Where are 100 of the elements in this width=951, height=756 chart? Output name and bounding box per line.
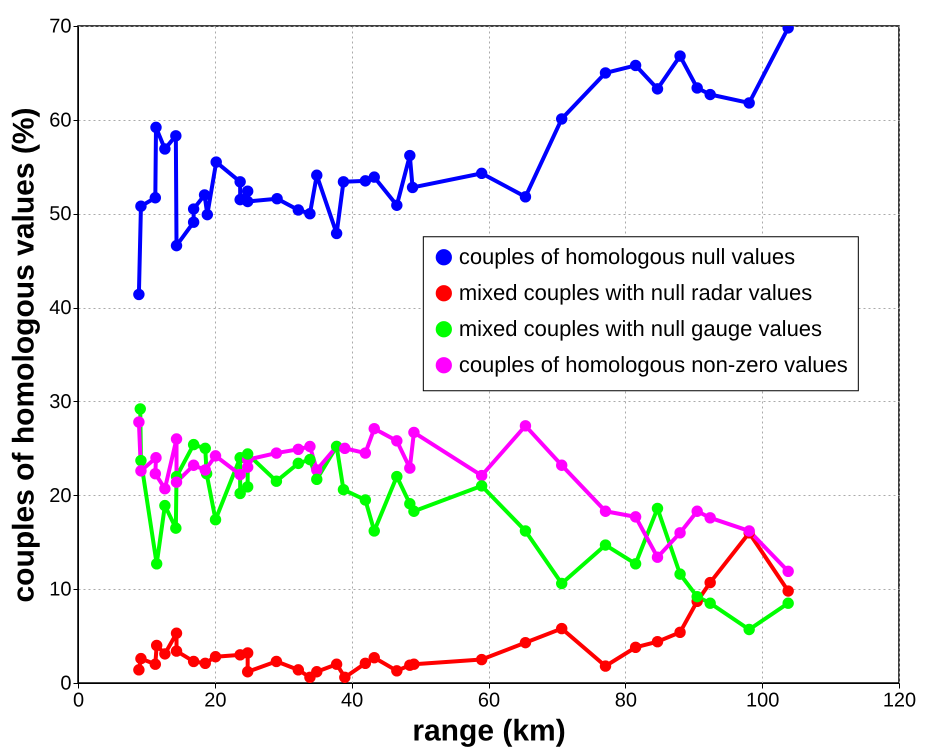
- point: [674, 527, 686, 539]
- point: [292, 444, 304, 455]
- point: [200, 442, 211, 454]
- point: [556, 460, 568, 471]
- point: [133, 288, 145, 300]
- point: [743, 624, 755, 636]
- point: [476, 168, 488, 180]
- point: [304, 208, 316, 220]
- x-tick-label: 100: [746, 690, 780, 712]
- y-axis-title: couples of homologous values (%): [7, 107, 40, 603]
- point: [188, 203, 200, 215]
- point: [704, 512, 716, 524]
- x-tick-label: 20: [204, 690, 226, 712]
- point: [704, 598, 716, 609]
- point: [338, 176, 350, 188]
- point: [210, 651, 222, 662]
- point: [368, 422, 380, 434]
- point: [339, 442, 351, 454]
- point: [520, 191, 532, 203]
- x-axis-title: range (km): [412, 714, 566, 748]
- point: [368, 652, 380, 664]
- point: [556, 578, 568, 590]
- point: [476, 470, 488, 482]
- point: [630, 558, 642, 570]
- point: [292, 458, 304, 470]
- point: [234, 468, 246, 480]
- point: [520, 420, 532, 432]
- point: [188, 438, 200, 450]
- point: [210, 514, 222, 526]
- point: [150, 122, 162, 134]
- point: [600, 506, 612, 517]
- point: [270, 447, 282, 459]
- point: [150, 558, 162, 570]
- point: [234, 488, 246, 500]
- point: [339, 672, 351, 683]
- point: [630, 60, 642, 72]
- point: [135, 200, 147, 212]
- point: [188, 216, 200, 228]
- point: [159, 483, 171, 494]
- x-tick-label: 60: [478, 690, 500, 712]
- point: [520, 636, 532, 648]
- point: [198, 189, 210, 201]
- point: [360, 447, 372, 459]
- point: [391, 470, 403, 482]
- point: [556, 622, 568, 634]
- point: [270, 656, 282, 668]
- point: [135, 454, 147, 466]
- point: [311, 474, 322, 486]
- point: [368, 171, 380, 183]
- point: [476, 654, 488, 666]
- point: [242, 186, 254, 197]
- point: [360, 175, 372, 187]
- point: [271, 193, 283, 204]
- point: [674, 568, 686, 580]
- point: [134, 403, 146, 415]
- point: [408, 426, 420, 438]
- point: [704, 576, 716, 588]
- point: [159, 500, 171, 512]
- point: [150, 452, 162, 464]
- point: [674, 626, 686, 638]
- point: [304, 454, 316, 466]
- point: [200, 658, 211, 669]
- legend-label: mixed couples with null radar values: [458, 280, 812, 306]
- legend-label: couples of homologous non-zero values: [458, 352, 848, 378]
- point: [311, 464, 322, 476]
- point: [652, 552, 664, 563]
- point: [170, 433, 182, 445]
- point: [360, 658, 372, 669]
- point: [170, 130, 182, 142]
- point: [159, 143, 171, 155]
- y-tick-label: 70: [49, 16, 72, 38]
- point: [188, 656, 200, 668]
- point: [782, 598, 794, 609]
- point: [406, 182, 418, 194]
- point: [330, 658, 342, 670]
- point: [311, 666, 322, 678]
- point: [600, 660, 612, 672]
- point: [170, 645, 182, 657]
- point: [200, 464, 211, 476]
- point: [404, 150, 416, 162]
- y-tick-label: 50: [49, 203, 72, 226]
- point: [242, 448, 254, 460]
- point: [170, 628, 182, 639]
- point: [391, 435, 403, 447]
- y-tick-label: 0: [60, 672, 72, 694]
- y-tick-label: 10: [49, 578, 72, 601]
- point: [360, 494, 372, 506]
- point: [170, 522, 182, 534]
- point: [304, 440, 316, 452]
- point: [135, 652, 147, 664]
- legend-label: mixed couples with null gauge values: [458, 316, 822, 342]
- point: [691, 506, 703, 517]
- point: [391, 665, 403, 676]
- point: [234, 176, 246, 188]
- point: [630, 511, 642, 523]
- point: [630, 642, 642, 654]
- point: [704, 88, 716, 100]
- point: [170, 476, 182, 488]
- point: [408, 506, 420, 517]
- point: [242, 196, 254, 208]
